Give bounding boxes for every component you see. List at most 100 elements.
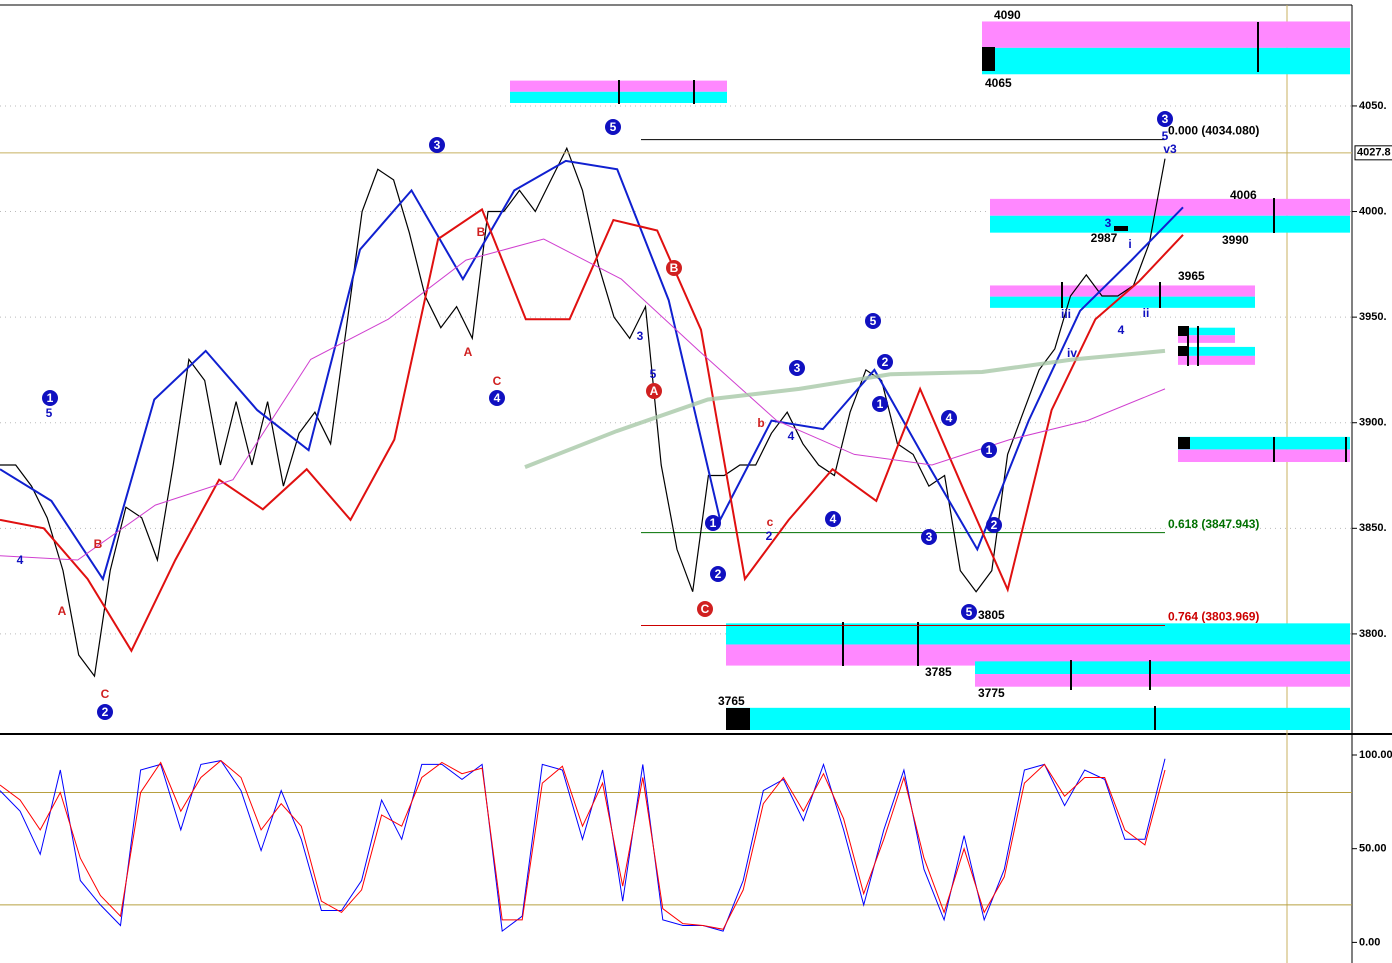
zone — [975, 674, 1350, 687]
wave-marker — [605, 119, 621, 135]
zone — [982, 21, 1350, 48]
wave-label: iii — [1061, 307, 1071, 321]
wave-label: 5 — [966, 605, 973, 619]
marker-block — [1178, 437, 1190, 449]
wave-label: 3 — [637, 329, 644, 343]
wave-label: 4 — [17, 553, 24, 567]
zone-label: 3775 — [978, 686, 1005, 700]
wave-label: 2 — [882, 355, 889, 369]
wave-label: 3 — [434, 138, 441, 152]
wave-label: 1 — [877, 397, 884, 411]
wave-label: c — [767, 515, 774, 529]
marker-block — [982, 47, 995, 71]
wave-label: 4 — [788, 429, 795, 443]
wave-label: v3 — [1163, 142, 1177, 156]
wave-label: 1 — [986, 443, 993, 457]
wave-marker — [986, 517, 1002, 533]
last-price-box — [1354, 145, 1392, 161]
y-tick-label: 3900. — [1359, 417, 1387, 429]
wave-marker — [865, 313, 881, 329]
zone — [1178, 355, 1255, 365]
wave-marker — [489, 390, 505, 406]
wave-marker — [921, 529, 937, 545]
wave-label: A — [464, 345, 473, 359]
zone — [1178, 449, 1350, 463]
wave-label: B — [477, 225, 486, 239]
series-line — [524, 348, 1166, 469]
wave-label: 5 — [46, 406, 53, 420]
wave-marker — [646, 383, 662, 399]
series-line — [0, 759, 1166, 930]
zone — [1178, 436, 1350, 450]
fib-label: 0.618 (3847.943) — [1168, 517, 1259, 531]
marker-block — [1114, 226, 1128, 231]
y-tick-label: 4000. — [1359, 205, 1387, 217]
wave-label: 4 — [1118, 323, 1125, 337]
zone — [990, 215, 1350, 233]
wave-label: C — [101, 687, 110, 701]
zone-label: 3785 — [925, 665, 952, 679]
last-price-label: 4027.8 — [1357, 147, 1391, 159]
y-tick-label: 100.00 — [1359, 749, 1392, 761]
y-tick-label: 3950. — [1359, 311, 1387, 323]
series-line — [0, 238, 1166, 561]
wave-label: 2 — [766, 529, 773, 543]
zone-label: 4006 — [1230, 188, 1257, 202]
zone — [990, 198, 1350, 216]
zone — [990, 296, 1255, 308]
zone — [726, 623, 1350, 645]
zone-label: 4090 — [994, 8, 1021, 22]
y-tick-label: 3850. — [1359, 522, 1387, 534]
fib-label: 0.000 (4034.080) — [1168, 124, 1259, 138]
wave-marker — [1157, 111, 1173, 127]
wave-label: 3 — [926, 530, 933, 544]
wave-label: 5 — [870, 314, 877, 328]
zone-label: 3965 — [1178, 269, 1205, 283]
zone — [1178, 335, 1235, 343]
wave-label: B — [94, 537, 103, 551]
marker-block — [1178, 346, 1188, 356]
wave-label: iv — [1067, 346, 1077, 360]
wave-marker — [429, 137, 445, 153]
wave-label: i — [1128, 237, 1131, 251]
series-line — [0, 207, 1184, 653]
wave-marker — [825, 511, 841, 527]
wave-label: 4 — [494, 391, 501, 405]
wave-label: 2987 — [1091, 231, 1118, 245]
zone-label: 4065 — [985, 76, 1012, 90]
zone — [990, 285, 1255, 297]
y-tick-label: 4050. — [1359, 100, 1387, 112]
wave-label: 2 — [102, 705, 109, 719]
zone — [726, 644, 1350, 666]
wave-label: A — [58, 604, 67, 618]
wave-label: 3 — [1162, 112, 1169, 126]
wave-label: C — [493, 374, 502, 388]
wave-label: B — [670, 261, 679, 275]
series-line — [0, 146, 1166, 678]
wave-label: 3 — [1105, 216, 1112, 230]
zone-label: 3805 — [978, 608, 1005, 622]
wave-marker — [872, 396, 888, 412]
series-line — [0, 758, 1166, 933]
wave-label: 5 — [650, 367, 657, 381]
wave-marker — [666, 260, 682, 276]
wave-marker — [697, 601, 713, 617]
wave-label: 4 — [946, 411, 953, 425]
wave-label: 2 — [991, 518, 998, 532]
wave-marker — [42, 390, 58, 406]
zone — [982, 47, 1350, 75]
wave-label: 5 — [1162, 129, 1169, 143]
wave-label: 1 — [710, 516, 717, 530]
zone-label: 3990 — [1222, 233, 1249, 247]
wave-label: A — [650, 384, 659, 398]
wave-marker — [710, 566, 726, 582]
marker-block — [726, 708, 750, 730]
series-line — [0, 159, 1184, 582]
wave-marker — [705, 515, 721, 531]
marker-block — [1178, 326, 1188, 336]
wave-label: b — [757, 416, 764, 430]
wave-marker — [961, 604, 977, 620]
wave-label: 1 — [47, 391, 54, 405]
